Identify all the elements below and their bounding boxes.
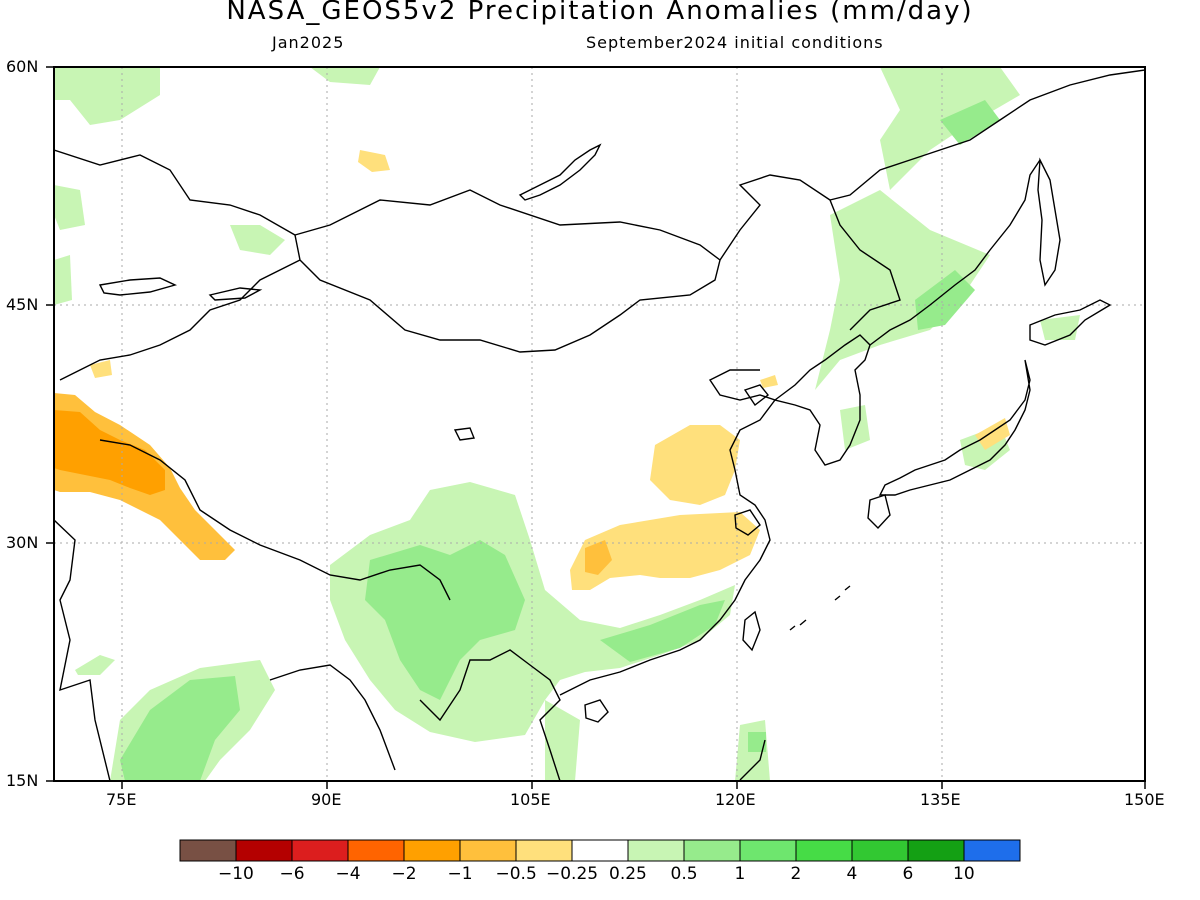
colorbar-swatch [963, 839, 1021, 862]
neg-anomaly-pamir [90, 360, 112, 378]
india-coast [54, 519, 111, 781]
colorbar-label: −2 [391, 864, 417, 884]
hainan [584, 699, 609, 723]
qinghai-lake [453, 427, 475, 441]
valid-month-label: Jan2025 [272, 33, 345, 52]
lon-label-150e: 150E [1124, 790, 1165, 809]
mongolia-border [294, 189, 721, 353]
china-west-border [59, 259, 301, 381]
lon-label-90e: 90E [311, 790, 342, 809]
colorbar-label: 4 [846, 864, 858, 884]
lat-label-15n: 15N [6, 771, 39, 790]
lon-label-75e: 75E [106, 790, 137, 809]
colorbar-swatch [795, 839, 853, 862]
colorbar-swatch [627, 839, 685, 862]
colorbar-swatch [235, 839, 293, 862]
colorbar-label: 0.25 [609, 864, 647, 884]
colorbar-label: −10 [218, 864, 254, 884]
colorbar-label: 10 [953, 864, 975, 884]
anomaly-patch-korea [840, 405, 870, 450]
manchuria-coast [869, 159, 1041, 346]
colorbar [179, 839, 1021, 862]
anomaly-core-taiwan [748, 732, 766, 752]
colorbar-label: 6 [902, 864, 914, 884]
anomaly-core-manchuria [915, 270, 975, 330]
anomaly-patch-siberia-west [54, 185, 85, 230]
neg-anomaly-yangtze [570, 512, 760, 590]
colorbar-label: −4 [335, 864, 361, 884]
colorbar-swatch [291, 839, 349, 862]
anomaly-patch-amur [815, 190, 990, 390]
axis-ticks [46, 66, 1146, 789]
south-china-coast [559, 369, 777, 696]
colorbar-swatch [459, 839, 517, 862]
colorbar-label: −0.5 [495, 864, 537, 884]
colorbar-label: 2 [790, 864, 802, 884]
colorbar-swatch [179, 839, 237, 862]
anomaly-core-india [120, 676, 240, 781]
colorbar-swatch [907, 839, 965, 862]
init-conditions-label: September2024 initial conditions [586, 33, 884, 52]
lon-label-135e: 135E [920, 790, 961, 809]
anomaly-patch-gujarat [75, 655, 115, 675]
sakhalin [1037, 157, 1061, 287]
colorbar-swatch [851, 839, 909, 862]
colorbar-swatch [739, 839, 797, 862]
lat-label-60n: 60N [6, 57, 39, 76]
neg-anomaly-baikal [358, 150, 390, 172]
colorbar-label: 1 [734, 864, 746, 884]
indochina-border [419, 649, 561, 781]
honshu [878, 359, 1031, 496]
lat-label-45n: 45N [6, 295, 39, 314]
anomaly-core-guangdong [600, 600, 725, 662]
colorbar-swatch [683, 839, 741, 862]
colorbar-label: 0.5 [670, 864, 698, 884]
colorbar-label: −1 [447, 864, 473, 884]
neg-anomaly-yangtze-core [585, 540, 612, 575]
anomaly-core-sichuan [365, 540, 525, 700]
baikal-lake [518, 143, 602, 201]
balkhash [208, 287, 263, 301]
lon-label-105e: 105E [510, 790, 551, 809]
tibet-border [99, 439, 451, 601]
colorbar-label: −0.25 [546, 864, 599, 884]
yangtze-delta [734, 509, 761, 536]
neg-anomaly-bohai [760, 375, 778, 388]
korea-peninsula [773, 334, 871, 466]
kazakh-border [54, 149, 296, 236]
map-title: NASA_GEOS5v2 Precipitation Anomalies (mm… [226, 0, 974, 26]
caspian-aral [98, 277, 178, 296]
colorbar-label: −6 [279, 864, 305, 884]
colorbar-swatch [515, 839, 573, 862]
map-frame [53, 66, 1146, 782]
anomaly-patch-north-russia [310, 67, 380, 85]
graticule [54, 67, 1145, 781]
anomaly-field [54, 67, 1080, 781]
anomaly-patch-west-edge [54, 255, 72, 305]
anomaly-patch-nw [54, 67, 160, 125]
neg-anomaly-north-china [650, 425, 740, 505]
anomaly-patch-sayan [230, 225, 285, 255]
kyushu [867, 494, 891, 530]
lat-label-30n: 30N [6, 533, 39, 552]
colorbar-swatch [571, 839, 629, 862]
philippines [739, 739, 766, 781]
ryukyu [789, 585, 851, 631]
bay-of-bengal-coast [269, 664, 396, 771]
anomaly-patch-hokkaido [1040, 315, 1080, 340]
taiwan [742, 610, 761, 652]
hokkaido [1029, 299, 1112, 346]
okhotsk-coast [829, 69, 1145, 201]
anomaly-core-okhotsk [940, 100, 1000, 145]
bohai-bay [743, 384, 769, 407]
lon-label-120e: 120E [715, 790, 756, 809]
anomaly-patch-indochina [545, 700, 580, 781]
colorbar-swatch [403, 839, 461, 862]
colorbar-swatch [347, 839, 405, 862]
neg-anomaly-karakoram [54, 410, 165, 495]
coastlines [54, 69, 1145, 781]
